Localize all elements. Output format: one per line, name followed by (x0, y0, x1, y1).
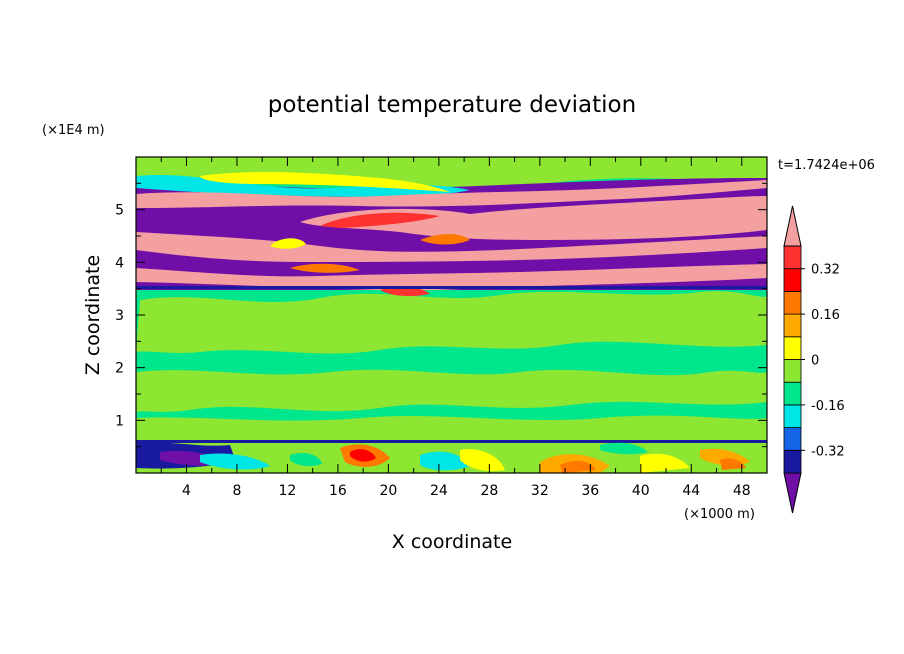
x-tick-label: 8 (232, 483, 241, 499)
chart-title: potential temperature deviation (268, 92, 636, 118)
colorbar-segment (783, 381, 802, 406)
colorbar-label: 0.16 (811, 308, 840, 323)
y-tick-label: 3 (115, 308, 124, 324)
colorbar-min-arrow (783, 472, 802, 514)
y-tick-label: 2 (115, 361, 124, 377)
colorbar-label: -0.16 (811, 399, 845, 414)
colorbar-segment (783, 290, 802, 315)
colorbar-label: -0.32 (811, 444, 845, 459)
y-axis: 1 2 3 4 5 (115, 182, 767, 448)
x-tick-label: 32 (531, 483, 549, 499)
y-tick-label: 1 (115, 413, 124, 429)
colorbar-label: 0 (811, 354, 819, 369)
colorbar-segment (783, 336, 802, 360)
colorbar-segment (783, 404, 802, 428)
colorbar: 0.32 0.16 0 -0.16 -0.32 (783, 205, 845, 514)
y-unit-label: (×1E4 m) (42, 123, 105, 138)
colorbar-segment (783, 313, 802, 338)
x-tick-label: 36 (581, 483, 599, 499)
colorbar-segment (783, 427, 802, 451)
x-tick-label: 24 (430, 483, 448, 499)
x-axis: 4 8 12 16 20 24 28 32 36 40 44 48 (160, 157, 751, 499)
x-tick-label: 12 (279, 483, 297, 499)
colorbar-segment (783, 245, 802, 270)
x-tick-label: 28 (480, 483, 498, 499)
x-unit-label: (×1000 m) (684, 507, 755, 522)
colorbar-max-arrow (783, 205, 802, 247)
time-label: t=1.7424e+06 (778, 158, 875, 173)
x-tick-label: 20 (379, 483, 397, 499)
colorbar-segment (783, 268, 802, 292)
colorbar-segment (783, 449, 802, 474)
y-axis-label: Z coordinate (82, 255, 104, 375)
x-tick-label: 4 (182, 483, 191, 499)
contour-field (136, 157, 767, 473)
x-tick-label: 48 (733, 483, 751, 499)
x-tick-label: 16 (329, 483, 347, 499)
y-tick-label: 4 (115, 255, 124, 271)
y-tick-label: 5 (115, 203, 124, 219)
x-tick-label: 44 (682, 483, 700, 499)
colorbar-segment (783, 359, 802, 383)
x-axis-label: X coordinate (392, 531, 512, 553)
colorbar-label: 0.32 (811, 263, 840, 278)
x-tick-label: 40 (632, 483, 650, 499)
